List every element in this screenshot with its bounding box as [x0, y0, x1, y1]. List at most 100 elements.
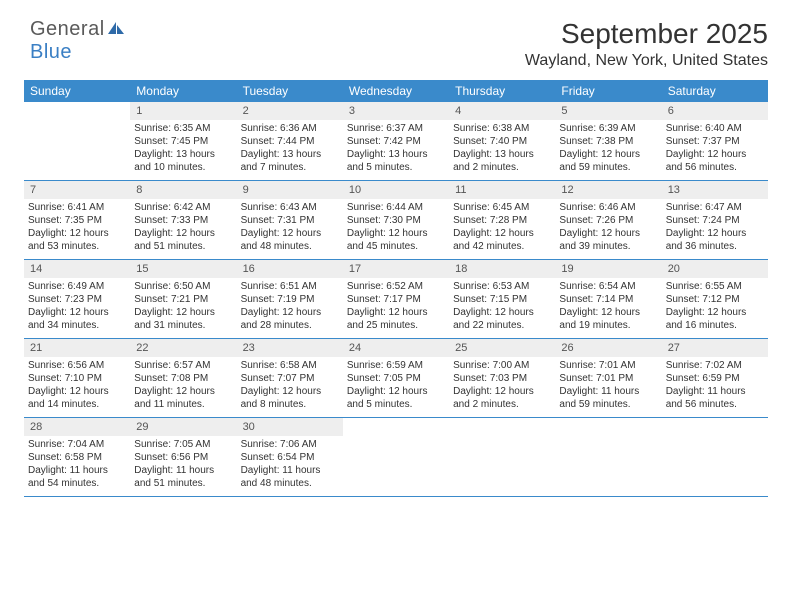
day-body: Sunrise: 7:02 AMSunset: 6:59 PMDaylight:… — [662, 357, 768, 415]
month-title: September 2025 — [24, 18, 768, 50]
day-body: Sunrise: 7:06 AMSunset: 6:54 PMDaylight:… — [237, 436, 343, 494]
daylight-text: Daylight: 12 hours and 11 minutes. — [134, 385, 232, 411]
sunset-text: Sunset: 6:59 PM — [666, 372, 764, 385]
day-number — [555, 418, 661, 436]
day-body: Sunrise: 6:40 AMSunset: 7:37 PMDaylight:… — [662, 120, 768, 178]
day-body: Sunrise: 6:36 AMSunset: 7:44 PMDaylight:… — [237, 120, 343, 178]
calendar: SundayMondayTuesdayWednesdayThursdayFrid… — [24, 80, 768, 497]
day-cell: 13Sunrise: 6:47 AMSunset: 7:24 PMDayligh… — [662, 181, 768, 259]
day-number: 4 — [449, 102, 555, 120]
day-number — [449, 418, 555, 436]
daylight-text: Daylight: 13 hours and 7 minutes. — [241, 148, 339, 174]
daylight-text: Daylight: 12 hours and 34 minutes. — [28, 306, 126, 332]
logo-text-1: General — [30, 18, 105, 40]
sunset-text: Sunset: 7:44 PM — [241, 135, 339, 148]
day-number: 21 — [24, 339, 130, 357]
daylight-text: Daylight: 12 hours and 25 minutes. — [347, 306, 445, 332]
day-body: Sunrise: 6:46 AMSunset: 7:26 PMDaylight:… — [555, 199, 661, 257]
day-number: 26 — [555, 339, 661, 357]
daylight-text: Daylight: 11 hours and 51 minutes. — [134, 464, 232, 490]
daylight-text: Daylight: 12 hours and 22 minutes. — [453, 306, 551, 332]
day-cell: 19Sunrise: 6:54 AMSunset: 7:14 PMDayligh… — [555, 260, 661, 338]
day-body: Sunrise: 6:42 AMSunset: 7:33 PMDaylight:… — [130, 199, 236, 257]
day-cell: 23Sunrise: 6:58 AMSunset: 7:07 PMDayligh… — [237, 339, 343, 417]
sunset-text: Sunset: 7:21 PM — [134, 293, 232, 306]
day-number: 19 — [555, 260, 661, 278]
day-body: Sunrise: 6:49 AMSunset: 7:23 PMDaylight:… — [24, 278, 130, 336]
sunrise-text: Sunrise: 6:51 AM — [241, 280, 339, 293]
sunset-text: Sunset: 7:01 PM — [559, 372, 657, 385]
day-cell — [662, 418, 768, 496]
day-body: Sunrise: 6:39 AMSunset: 7:38 PMDaylight:… — [555, 120, 661, 178]
day-number: 24 — [343, 339, 449, 357]
logo-text-2: Blue — [30, 41, 72, 63]
weekday-header: Friday — [555, 80, 661, 102]
day-body: Sunrise: 7:00 AMSunset: 7:03 PMDaylight:… — [449, 357, 555, 415]
daylight-text: Daylight: 12 hours and 39 minutes. — [559, 227, 657, 253]
day-cell: 29Sunrise: 7:05 AMSunset: 6:56 PMDayligh… — [130, 418, 236, 496]
day-number — [343, 418, 449, 436]
sunrise-text: Sunrise: 6:37 AM — [347, 122, 445, 135]
sunrise-text: Sunrise: 6:56 AM — [28, 359, 126, 372]
day-body: Sunrise: 7:01 AMSunset: 7:01 PMDaylight:… — [555, 357, 661, 415]
day-body: Sunrise: 6:53 AMSunset: 7:15 PMDaylight:… — [449, 278, 555, 336]
day-cell: 14Sunrise: 6:49 AMSunset: 7:23 PMDayligh… — [24, 260, 130, 338]
daylight-text: Daylight: 12 hours and 2 minutes. — [453, 385, 551, 411]
day-number — [662, 418, 768, 436]
day-cell: 7Sunrise: 6:41 AMSunset: 7:35 PMDaylight… — [24, 181, 130, 259]
daylight-text: Daylight: 12 hours and 31 minutes. — [134, 306, 232, 332]
day-body: Sunrise: 6:47 AMSunset: 7:24 PMDaylight:… — [662, 199, 768, 257]
week-row: 21Sunrise: 6:56 AMSunset: 7:10 PMDayligh… — [24, 339, 768, 418]
sunset-text: Sunset: 7:12 PM — [666, 293, 764, 306]
sunset-text: Sunset: 7:45 PM — [134, 135, 232, 148]
sunrise-text: Sunrise: 6:57 AM — [134, 359, 232, 372]
daylight-text: Daylight: 12 hours and 59 minutes. — [559, 148, 657, 174]
day-cell: 4Sunrise: 6:38 AMSunset: 7:40 PMDaylight… — [449, 102, 555, 180]
day-number: 18 — [449, 260, 555, 278]
sunrise-text: Sunrise: 6:36 AM — [241, 122, 339, 135]
sunset-text: Sunset: 7:07 PM — [241, 372, 339, 385]
day-body: Sunrise: 6:57 AMSunset: 7:08 PMDaylight:… — [130, 357, 236, 415]
day-number: 27 — [662, 339, 768, 357]
day-number: 15 — [130, 260, 236, 278]
day-body: Sunrise: 6:59 AMSunset: 7:05 PMDaylight:… — [343, 357, 449, 415]
day-number: 10 — [343, 181, 449, 199]
sunrise-text: Sunrise: 6:54 AM — [559, 280, 657, 293]
sunset-text: Sunset: 7:26 PM — [559, 214, 657, 227]
weekday-header: Tuesday — [237, 80, 343, 102]
sunset-text: Sunset: 7:17 PM — [347, 293, 445, 306]
daylight-text: Daylight: 11 hours and 48 minutes. — [241, 464, 339, 490]
day-body: Sunrise: 6:56 AMSunset: 7:10 PMDaylight:… — [24, 357, 130, 415]
day-body: Sunrise: 6:37 AMSunset: 7:42 PMDaylight:… — [343, 120, 449, 178]
day-number: 8 — [130, 181, 236, 199]
day-number: 1 — [130, 102, 236, 120]
sunrise-text: Sunrise: 6:58 AM — [241, 359, 339, 372]
sunset-text: Sunset: 7:14 PM — [559, 293, 657, 306]
sunset-text: Sunset: 7:35 PM — [28, 214, 126, 227]
sunrise-text: Sunrise: 7:01 AM — [559, 359, 657, 372]
daylight-text: Daylight: 12 hours and 14 minutes. — [28, 385, 126, 411]
day-body: Sunrise: 6:58 AMSunset: 7:07 PMDaylight:… — [237, 357, 343, 415]
daylight-text: Daylight: 12 hours and 36 minutes. — [666, 227, 764, 253]
day-number: 25 — [449, 339, 555, 357]
title-block: September 2025 Wayland, New York, United… — [24, 18, 768, 70]
day-cell: 12Sunrise: 6:46 AMSunset: 7:26 PMDayligh… — [555, 181, 661, 259]
day-body: Sunrise: 6:44 AMSunset: 7:30 PMDaylight:… — [343, 199, 449, 257]
sunset-text: Sunset: 7:37 PM — [666, 135, 764, 148]
day-number: 13 — [662, 181, 768, 199]
day-cell: 8Sunrise: 6:42 AMSunset: 7:33 PMDaylight… — [130, 181, 236, 259]
daylight-text: Daylight: 12 hours and 48 minutes. — [241, 227, 339, 253]
daylight-text: Daylight: 12 hours and 5 minutes. — [347, 385, 445, 411]
day-number: 16 — [237, 260, 343, 278]
daylight-text: Daylight: 13 hours and 5 minutes. — [347, 148, 445, 174]
sunset-text: Sunset: 6:58 PM — [28, 451, 126, 464]
day-cell: 2Sunrise: 6:36 AMSunset: 7:44 PMDaylight… — [237, 102, 343, 180]
day-body: Sunrise: 7:05 AMSunset: 6:56 PMDaylight:… — [130, 436, 236, 494]
day-cell: 6Sunrise: 6:40 AMSunset: 7:37 PMDaylight… — [662, 102, 768, 180]
day-body: Sunrise: 6:55 AMSunset: 7:12 PMDaylight:… — [662, 278, 768, 336]
day-cell: 30Sunrise: 7:06 AMSunset: 6:54 PMDayligh… — [237, 418, 343, 496]
sunrise-text: Sunrise: 6:42 AM — [134, 201, 232, 214]
day-cell: 25Sunrise: 7:00 AMSunset: 7:03 PMDayligh… — [449, 339, 555, 417]
logo: General Blue — [30, 18, 125, 64]
daylight-text: Daylight: 12 hours and 51 minutes. — [134, 227, 232, 253]
